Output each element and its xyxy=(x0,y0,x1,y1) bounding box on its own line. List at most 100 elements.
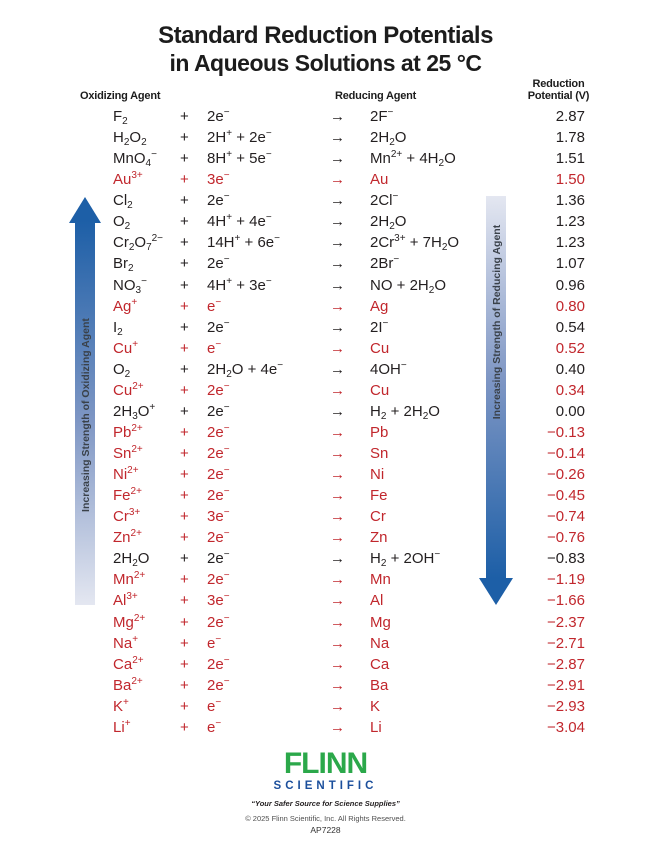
oxidizing-species: Mn2+ xyxy=(113,570,146,589)
oxidizing-species: Ag+ xyxy=(113,296,138,315)
potential-value: −0.26 xyxy=(547,466,585,484)
plus-sign: + xyxy=(180,339,189,357)
footer-copyright: © 2025 Flinn Scientific, Inc. All Rights… xyxy=(245,814,406,823)
reaction-row: Al3+ +3e− → Al −1.66 xyxy=(113,592,585,613)
oxidizing-species: Ni2+ xyxy=(113,465,139,484)
electrons-reactants: 4H+ + 3e− xyxy=(207,275,272,294)
potential-value: 1.36 xyxy=(555,192,585,210)
potential-value: 1.23 xyxy=(555,213,585,231)
electrons-reactants: 2e− xyxy=(207,549,230,568)
plus-sign: + xyxy=(180,508,189,526)
oxidizing-species: Ca2+ xyxy=(113,654,144,673)
electrons-reactants: 2e− xyxy=(207,380,230,399)
plus-sign: + xyxy=(180,571,189,589)
oxidizing-species: 2H3O+ xyxy=(113,401,156,422)
potential-value: 1.51 xyxy=(555,150,585,168)
reaction-arrow-icon: → xyxy=(330,255,345,273)
electrons-reactants: 2e− xyxy=(207,486,230,505)
plus-sign: + xyxy=(180,592,189,610)
potential-value: −0.83 xyxy=(547,550,585,568)
flinn-logo: FLINN xyxy=(283,747,368,780)
potential-value: 0.00 xyxy=(555,402,585,420)
potential-value: −2.71 xyxy=(547,634,585,652)
reaction-row: Ag+ + e− → Ag 0.80 xyxy=(113,296,585,319)
reaction-row: Ni2+ +2e− → Ni −0.26 xyxy=(113,466,585,487)
oxidizing-species: Sn2+ xyxy=(113,444,143,463)
reducing-species: Mn2+ + 4H2O xyxy=(370,149,456,170)
footer-tagline: “Your Safer Source for Science Supplies” xyxy=(251,799,400,808)
electrons-reactants: 2H+ + 2e− xyxy=(207,128,272,147)
reaction-arrow-icon: → xyxy=(330,697,345,715)
potential-value: 0.34 xyxy=(555,381,585,399)
potential-value: 0.54 xyxy=(555,318,585,336)
reducing-species: 4OH− xyxy=(370,359,407,378)
reaction-arrow-icon: → xyxy=(330,192,345,210)
reaction-row: F2 +2e− → 2F− 2.87 xyxy=(113,108,585,129)
up-arrow-shaft xyxy=(75,221,95,605)
potential-value: −0.74 xyxy=(547,508,585,526)
reaction-row: NO3− +4H+ + 3e− → NO + 2H2O 0.96 xyxy=(113,275,585,298)
reaction-arrow-icon: → xyxy=(330,592,345,610)
reaction-arrow-icon: → xyxy=(330,676,345,694)
potential-value: −0.45 xyxy=(547,487,585,505)
electrons-reactants: 4H+ + 4e− xyxy=(207,212,272,231)
reaction-row: MnO4− +8H+ + 5e− → Mn2+ + 4H2O 1.51 xyxy=(113,150,585,171)
reducing-species: Zn xyxy=(370,529,388,547)
oxidizing-species: K+ xyxy=(113,696,129,715)
plus-sign: + xyxy=(180,718,189,736)
reaction-row: Na+ + e− → Na −2.71 xyxy=(113,633,585,656)
plus-sign: + xyxy=(180,487,189,505)
plus-sign: + xyxy=(180,108,189,125)
plus-sign: + xyxy=(180,529,189,547)
electrons-reactants: 2e− xyxy=(207,612,230,631)
reaction-row: K+ + e− → K −2.93 xyxy=(113,696,585,719)
oxidizing-species: Cr3+ xyxy=(113,507,141,526)
reducing-species: Cu xyxy=(370,339,390,357)
reducing-species: K xyxy=(370,697,381,715)
plus-sign: + xyxy=(180,234,189,252)
plus-sign: + xyxy=(180,697,189,715)
reducing-species: 2F− xyxy=(370,107,394,126)
oxidizing-species: Cl2 xyxy=(113,192,133,212)
reaction-row: Ba2+ +2e− → Ba −2.91 xyxy=(113,675,585,698)
potential-value: −2.87 xyxy=(547,655,585,673)
electrons-reactants: 3e− xyxy=(207,507,230,526)
down-arrow-icon xyxy=(479,578,513,605)
reaction-row: Cl2 +2e− → 2Cl− 1.36 xyxy=(113,192,585,213)
potential-value: 1.07 xyxy=(555,255,585,273)
electrons-reactants: e− xyxy=(207,633,222,652)
reaction-row: Mg2+ +2e− → Mg −2.37 xyxy=(113,612,585,635)
plus-sign: + xyxy=(180,655,189,673)
column-header-reduction-line1: Reduction xyxy=(532,78,585,90)
footer-catalog-number: AP7228 xyxy=(310,825,341,835)
potential-value: 1.50 xyxy=(555,171,585,189)
oxidizing-species: NO3− xyxy=(113,275,147,296)
reducing-species: Mg xyxy=(370,613,391,631)
potential-value: 1.23 xyxy=(555,234,585,252)
reaction-arrow-icon: → xyxy=(330,445,345,462)
electrons-reactants: 2e− xyxy=(207,401,230,420)
electrons-reactants: 2e− xyxy=(207,675,230,694)
electrons-reactants: 2e− xyxy=(207,528,230,547)
oxidizing-species: Li+ xyxy=(113,717,131,736)
reducing-species: Sn xyxy=(370,445,389,462)
reducing-species: 2Cl− xyxy=(370,191,399,210)
down-arrow-shaft xyxy=(486,196,506,578)
potential-value: 0.96 xyxy=(555,276,585,294)
reaction-arrow-icon: → xyxy=(330,550,345,568)
electrons-reactants: 2e− xyxy=(207,317,230,336)
reducing-species: 2Br− xyxy=(370,254,400,273)
reducing-species: Ca xyxy=(370,655,390,673)
potential-value: 0.40 xyxy=(555,360,585,378)
plus-sign: + xyxy=(180,255,189,273)
potential-value: 2.87 xyxy=(555,108,585,125)
oxidizing-species: Cu+ xyxy=(113,338,139,357)
electrons-reactants: 2e− xyxy=(207,191,230,210)
reaction-arrow-icon: → xyxy=(330,129,345,147)
oxidizing-species: Cr2O72− xyxy=(113,233,164,254)
electrons-reactants: 2H2O + 4e− xyxy=(207,359,284,380)
plus-sign: + xyxy=(180,634,189,652)
reaction-arrow-icon: → xyxy=(330,529,345,547)
oxidizing-strength-arrow-label: Increasing Strength of Oxidizing Agent xyxy=(80,318,92,512)
electrons-reactants: 2e− xyxy=(207,107,230,126)
